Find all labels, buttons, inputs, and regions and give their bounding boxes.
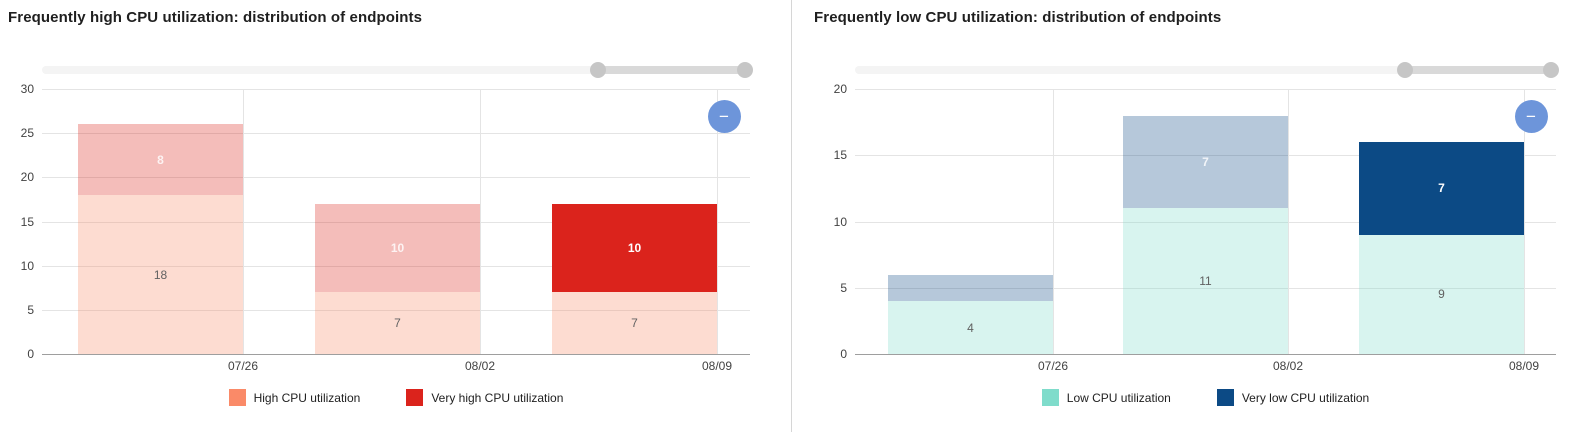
time-range-slider-selection[interactable] [597, 66, 746, 74]
bar-value-label: 8 [157, 152, 164, 167]
y-axis-tick-label: 20 [20, 170, 34, 185]
y-axis-tick-label: 10 [833, 214, 847, 229]
y-axis-tick-label: 20 [833, 82, 847, 96]
y-axis-tick-label: 0 [840, 347, 847, 361]
zoom-out-button[interactable]: − [1514, 100, 1548, 133]
bar-segment-high-cpu-utilization-08-09[interactable]: 7 [552, 292, 717, 354]
y-axis-tick-label: 5 [840, 280, 847, 295]
y-axis-tick-label: 30 [20, 82, 34, 96]
gridline-x [243, 89, 244, 354]
bar-value-label: 10 [627, 240, 642, 255]
legend-swatch-very-high-cpu-utilization [406, 389, 424, 406]
bar-segment-very-high-cpu-utilization-08-09[interactable]: 10 [552, 203, 717, 293]
bar-segment-very-high-cpu-utilization-07-26[interactable]: 8 [78, 124, 243, 195]
legend-item-very-high-cpu-utilization[interactable]: Very high CPU utilization [406, 389, 563, 406]
bar-value-label: 18 [153, 267, 168, 282]
bar-value-label: 4 [967, 320, 974, 335]
y-axis-tick-label: 0 [27, 347, 34, 361]
x-axis-tick-label: 07/26 [227, 359, 259, 373]
x-axis-tick-label: 08/09 [1508, 359, 1540, 373]
bar-value-label: 7 [1202, 154, 1209, 169]
gridline-x [1288, 89, 1289, 354]
x-axis-tick-label: 08/02 [464, 359, 496, 373]
y-axis-tick-label: 10 [20, 258, 34, 273]
gridline-y [855, 221, 1556, 223]
bar-segment-very-high-cpu-utilization-08-02[interactable]: 10 [315, 203, 480, 293]
legend-label: Very high CPU utilization [431, 390, 564, 405]
y-axis-tick-label: 15 [833, 148, 847, 163]
gridline-y [42, 265, 750, 267]
chart-card-high-cpu: Frequently high CPU utilization: distrib… [8, 9, 754, 406]
legend-label: Low CPU utilization [1066, 390, 1171, 405]
gridline-y [42, 177, 750, 179]
gridline-x [1053, 89, 1054, 354]
legend-swatch-high-cpu-utilization [228, 389, 246, 406]
bar-value-label: 7 [631, 316, 638, 331]
chart-title-low-cpu: Frequently low CPU utilization: distribu… [814, 9, 1222, 26]
legend-item-high-cpu-utilization[interactable]: High CPU utilization [228, 389, 361, 406]
gridline-y [42, 221, 750, 223]
gridline-y [855, 89, 1556, 90]
legend-item-low-cpu-utilization[interactable]: Low CPU utilization [1041, 389, 1171, 406]
slider-handle-left[interactable] [1397, 62, 1414, 78]
minus-icon: − [719, 107, 729, 126]
legend: High CPU utilization Very high CPU utiliz… [42, 389, 750, 406]
gridline-y [42, 89, 750, 90]
chart-high-cpu: 0 5 10 15 20 25 30 07/26 08/02 08/09 18 8 7 10 7 10 High… [20, 62, 754, 406]
gridline-y [855, 287, 1556, 289]
bar-value-label: 9 [1438, 287, 1445, 302]
legend-label: High CPU utilization [253, 390, 361, 405]
x-axis-line [855, 354, 1556, 355]
slider-handle-right[interactable] [1543, 62, 1560, 78]
legend-swatch-low-cpu-utilization [1041, 389, 1059, 406]
time-range-slider-track[interactable] [42, 66, 750, 74]
bar-segment-very-low-cpu-utilization-07-26[interactable] [888, 274, 1053, 301]
x-axis-tick-label: 08/02 [1272, 359, 1304, 373]
gridline-x [717, 89, 718, 354]
gridline-y [42, 133, 750, 135]
chart-card-low-cpu: Frequently low CPU utilization: distribu… [792, 0, 1582, 432]
bar-segment-high-cpu-utilization-07-26[interactable]: 18 [78, 195, 243, 354]
y-axis-tick-label: 25 [20, 126, 34, 141]
zoom-out-button[interactable]: − [707, 100, 741, 133]
bar-segment-low-cpu-utilization-08-09[interactable]: 9 [1359, 234, 1524, 354]
x-axis-line [42, 354, 750, 355]
slider-handle-left[interactable] [589, 62, 606, 78]
bar-segment-very-low-cpu-utilization-08-09[interactable]: 7 [1359, 142, 1524, 235]
bar-segment-low-cpu-utilization-07-26[interactable]: 4 [888, 301, 1053, 354]
legend: Low CPU utilization Very low CPU utilizat… [855, 389, 1556, 406]
chart-low-cpu: 0 5 10 15 20 07/26 08/02 08/09 4 11 7 9 7 Low CPU uti… [792, 0, 1582, 432]
panel-divider [791, 0, 792, 432]
bar-value-label: 7 [1438, 181, 1445, 196]
x-axis-tick-label: 08/09 [701, 359, 733, 373]
bar-segment-very-low-cpu-utilization-08-02[interactable]: 7 [1123, 115, 1288, 209]
slider-handle-right[interactable] [737, 62, 754, 78]
minus-icon: − [1526, 107, 1536, 126]
bar-segment-low-cpu-utilization-08-02[interactable]: 11 [1123, 208, 1288, 354]
x-axis-tick-label: 07/26 [1037, 359, 1069, 373]
bar-segment-high-cpu-utilization-08-02[interactable]: 7 [315, 292, 480, 354]
bar-value-label: 10 [390, 240, 405, 255]
gridline-x [1524, 89, 1525, 354]
gridline-x [480, 89, 481, 354]
time-range-slider-track[interactable] [855, 66, 1556, 74]
y-axis-tick-label: 5 [27, 302, 34, 317]
legend-label: Very low CPU utilization [1241, 390, 1370, 405]
legend-item-very-low-cpu-utilization[interactable]: Very low CPU utilization [1216, 389, 1370, 406]
bar-value-label: 7 [394, 316, 401, 331]
gridline-y [42, 309, 750, 311]
time-range-slider-selection[interactable] [1405, 66, 1552, 74]
bar-value-label: 11 [1199, 274, 1212, 289]
legend-swatch-very-low-cpu-utilization [1216, 389, 1234, 406]
y-axis-tick-label: 15 [20, 214, 34, 229]
chart-title-high-cpu: Frequently high CPU utilization: distrib… [8, 9, 423, 26]
gridline-y [855, 155, 1556, 157]
